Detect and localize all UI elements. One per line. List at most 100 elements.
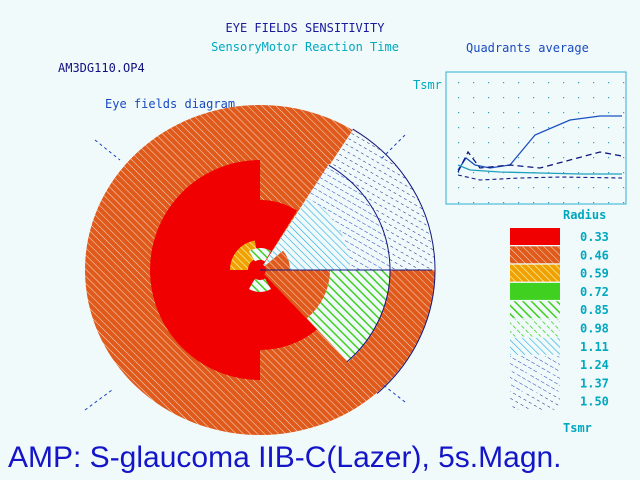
grid-dot bbox=[548, 142, 550, 144]
grid-dot bbox=[578, 172, 580, 174]
grid-dot bbox=[458, 202, 460, 204]
grid-dot bbox=[593, 97, 595, 99]
grid-dot bbox=[518, 97, 520, 99]
grid-dot bbox=[563, 187, 565, 189]
quadrants-title: Quadrants average bbox=[466, 41, 589, 55]
grid-dot bbox=[458, 142, 460, 144]
field-sector bbox=[230, 240, 258, 270]
direction-mark bbox=[381, 383, 406, 403]
quadrants-axis-label: Tsmr bbox=[413, 78, 442, 92]
grid-dot bbox=[623, 112, 625, 114]
grid-dot bbox=[563, 157, 565, 159]
grid-dot bbox=[623, 142, 625, 144]
grid-dot bbox=[563, 127, 565, 129]
legend-label: 0.98 bbox=[580, 322, 609, 336]
grid-dot bbox=[533, 82, 535, 84]
legend-swatch bbox=[510, 356, 560, 374]
grid-dot bbox=[488, 127, 490, 129]
grid-dot bbox=[548, 202, 550, 204]
grid-dot bbox=[608, 172, 610, 174]
grid-dot bbox=[563, 112, 565, 114]
title: EYE FIELDS SENSITIVITY bbox=[226, 21, 386, 35]
grid-dot bbox=[563, 142, 565, 144]
grid-dot bbox=[488, 187, 490, 189]
grid-dot bbox=[608, 142, 610, 144]
grid-dot bbox=[458, 157, 460, 159]
grid-dot bbox=[473, 127, 475, 129]
direction-mark bbox=[379, 134, 406, 161]
grid-dot bbox=[578, 97, 580, 99]
grid-dot bbox=[563, 202, 565, 204]
chart-frame bbox=[445, 71, 627, 205]
grid-dot bbox=[473, 157, 475, 159]
grid-dot bbox=[548, 97, 550, 99]
grid-dot bbox=[578, 82, 580, 84]
grid-dot bbox=[458, 82, 460, 84]
grid-dot bbox=[533, 142, 535, 144]
legend-swatch bbox=[510, 264, 560, 282]
grid-dot bbox=[503, 127, 505, 129]
grid-dot bbox=[488, 202, 490, 204]
field-sector bbox=[249, 278, 271, 292]
legend: 0.33 0.46 0.59 0.72 0.85 0.98 1.11 1.24 1.37 1.50 bbox=[510, 228, 609, 410]
grid-dot bbox=[533, 202, 535, 204]
grid-dot bbox=[593, 112, 595, 114]
subtitle: SensoryMotor Reaction Time bbox=[211, 40, 399, 54]
direction-mark bbox=[84, 389, 113, 411]
grid-dot bbox=[533, 127, 535, 129]
grid-dot bbox=[503, 82, 505, 84]
grid-dot bbox=[563, 97, 565, 99]
grid-dot bbox=[518, 142, 520, 144]
grid-dot bbox=[533, 187, 535, 189]
legend-label: 0.59 bbox=[580, 267, 609, 281]
grid-dot bbox=[623, 187, 625, 189]
grid-dot bbox=[548, 127, 550, 129]
grid-dot bbox=[458, 127, 460, 129]
direction-mark bbox=[94, 139, 121, 161]
grid-dot bbox=[518, 112, 520, 114]
grid-dot bbox=[548, 112, 550, 114]
grid-dot bbox=[473, 202, 475, 204]
grid-dot bbox=[608, 187, 610, 189]
grid-dot bbox=[503, 157, 505, 159]
grid-dot bbox=[458, 172, 460, 174]
grid-dot bbox=[473, 172, 475, 174]
grid-dot bbox=[473, 97, 475, 99]
grid-dot bbox=[473, 112, 475, 114]
grid-dot bbox=[578, 142, 580, 144]
diagram-title: Eye fields diagram bbox=[105, 97, 235, 111]
grid-dot bbox=[593, 157, 595, 159]
grid-dot bbox=[503, 112, 505, 114]
legend-label: 0.85 bbox=[580, 303, 609, 317]
legend-swatch bbox=[510, 246, 560, 264]
grid-dot bbox=[518, 127, 520, 129]
grid-dot bbox=[593, 82, 595, 84]
grid-dot bbox=[578, 127, 580, 129]
grid-dot bbox=[518, 202, 520, 204]
grid-dot bbox=[518, 187, 520, 189]
legend-unit: Tsmr bbox=[563, 421, 592, 435]
field-sector bbox=[346, 270, 435, 393]
grid-dot bbox=[473, 82, 475, 84]
dot-grid bbox=[458, 82, 625, 204]
grid-dot bbox=[563, 172, 565, 174]
grid-dot bbox=[608, 112, 610, 114]
grid-dot bbox=[458, 112, 460, 114]
legend-swatch bbox=[510, 228, 560, 245]
grid-dot bbox=[518, 157, 520, 159]
grid-dot bbox=[488, 82, 490, 84]
grid-dot bbox=[593, 187, 595, 189]
grid-dot bbox=[473, 142, 475, 144]
quadrants-chart bbox=[445, 71, 627, 205]
grid-dot bbox=[578, 112, 580, 114]
file-name: AM3DG110.OP4 bbox=[58, 61, 145, 75]
legend-swatch bbox=[510, 337, 560, 355]
grid-dot bbox=[593, 142, 595, 144]
grid-dot bbox=[533, 97, 535, 99]
grid-dot bbox=[623, 202, 625, 204]
grid-dot bbox=[488, 142, 490, 144]
grid-dot bbox=[503, 187, 505, 189]
grid-dot bbox=[458, 187, 460, 189]
grid-dot bbox=[608, 127, 610, 129]
grid-dot bbox=[488, 97, 490, 99]
